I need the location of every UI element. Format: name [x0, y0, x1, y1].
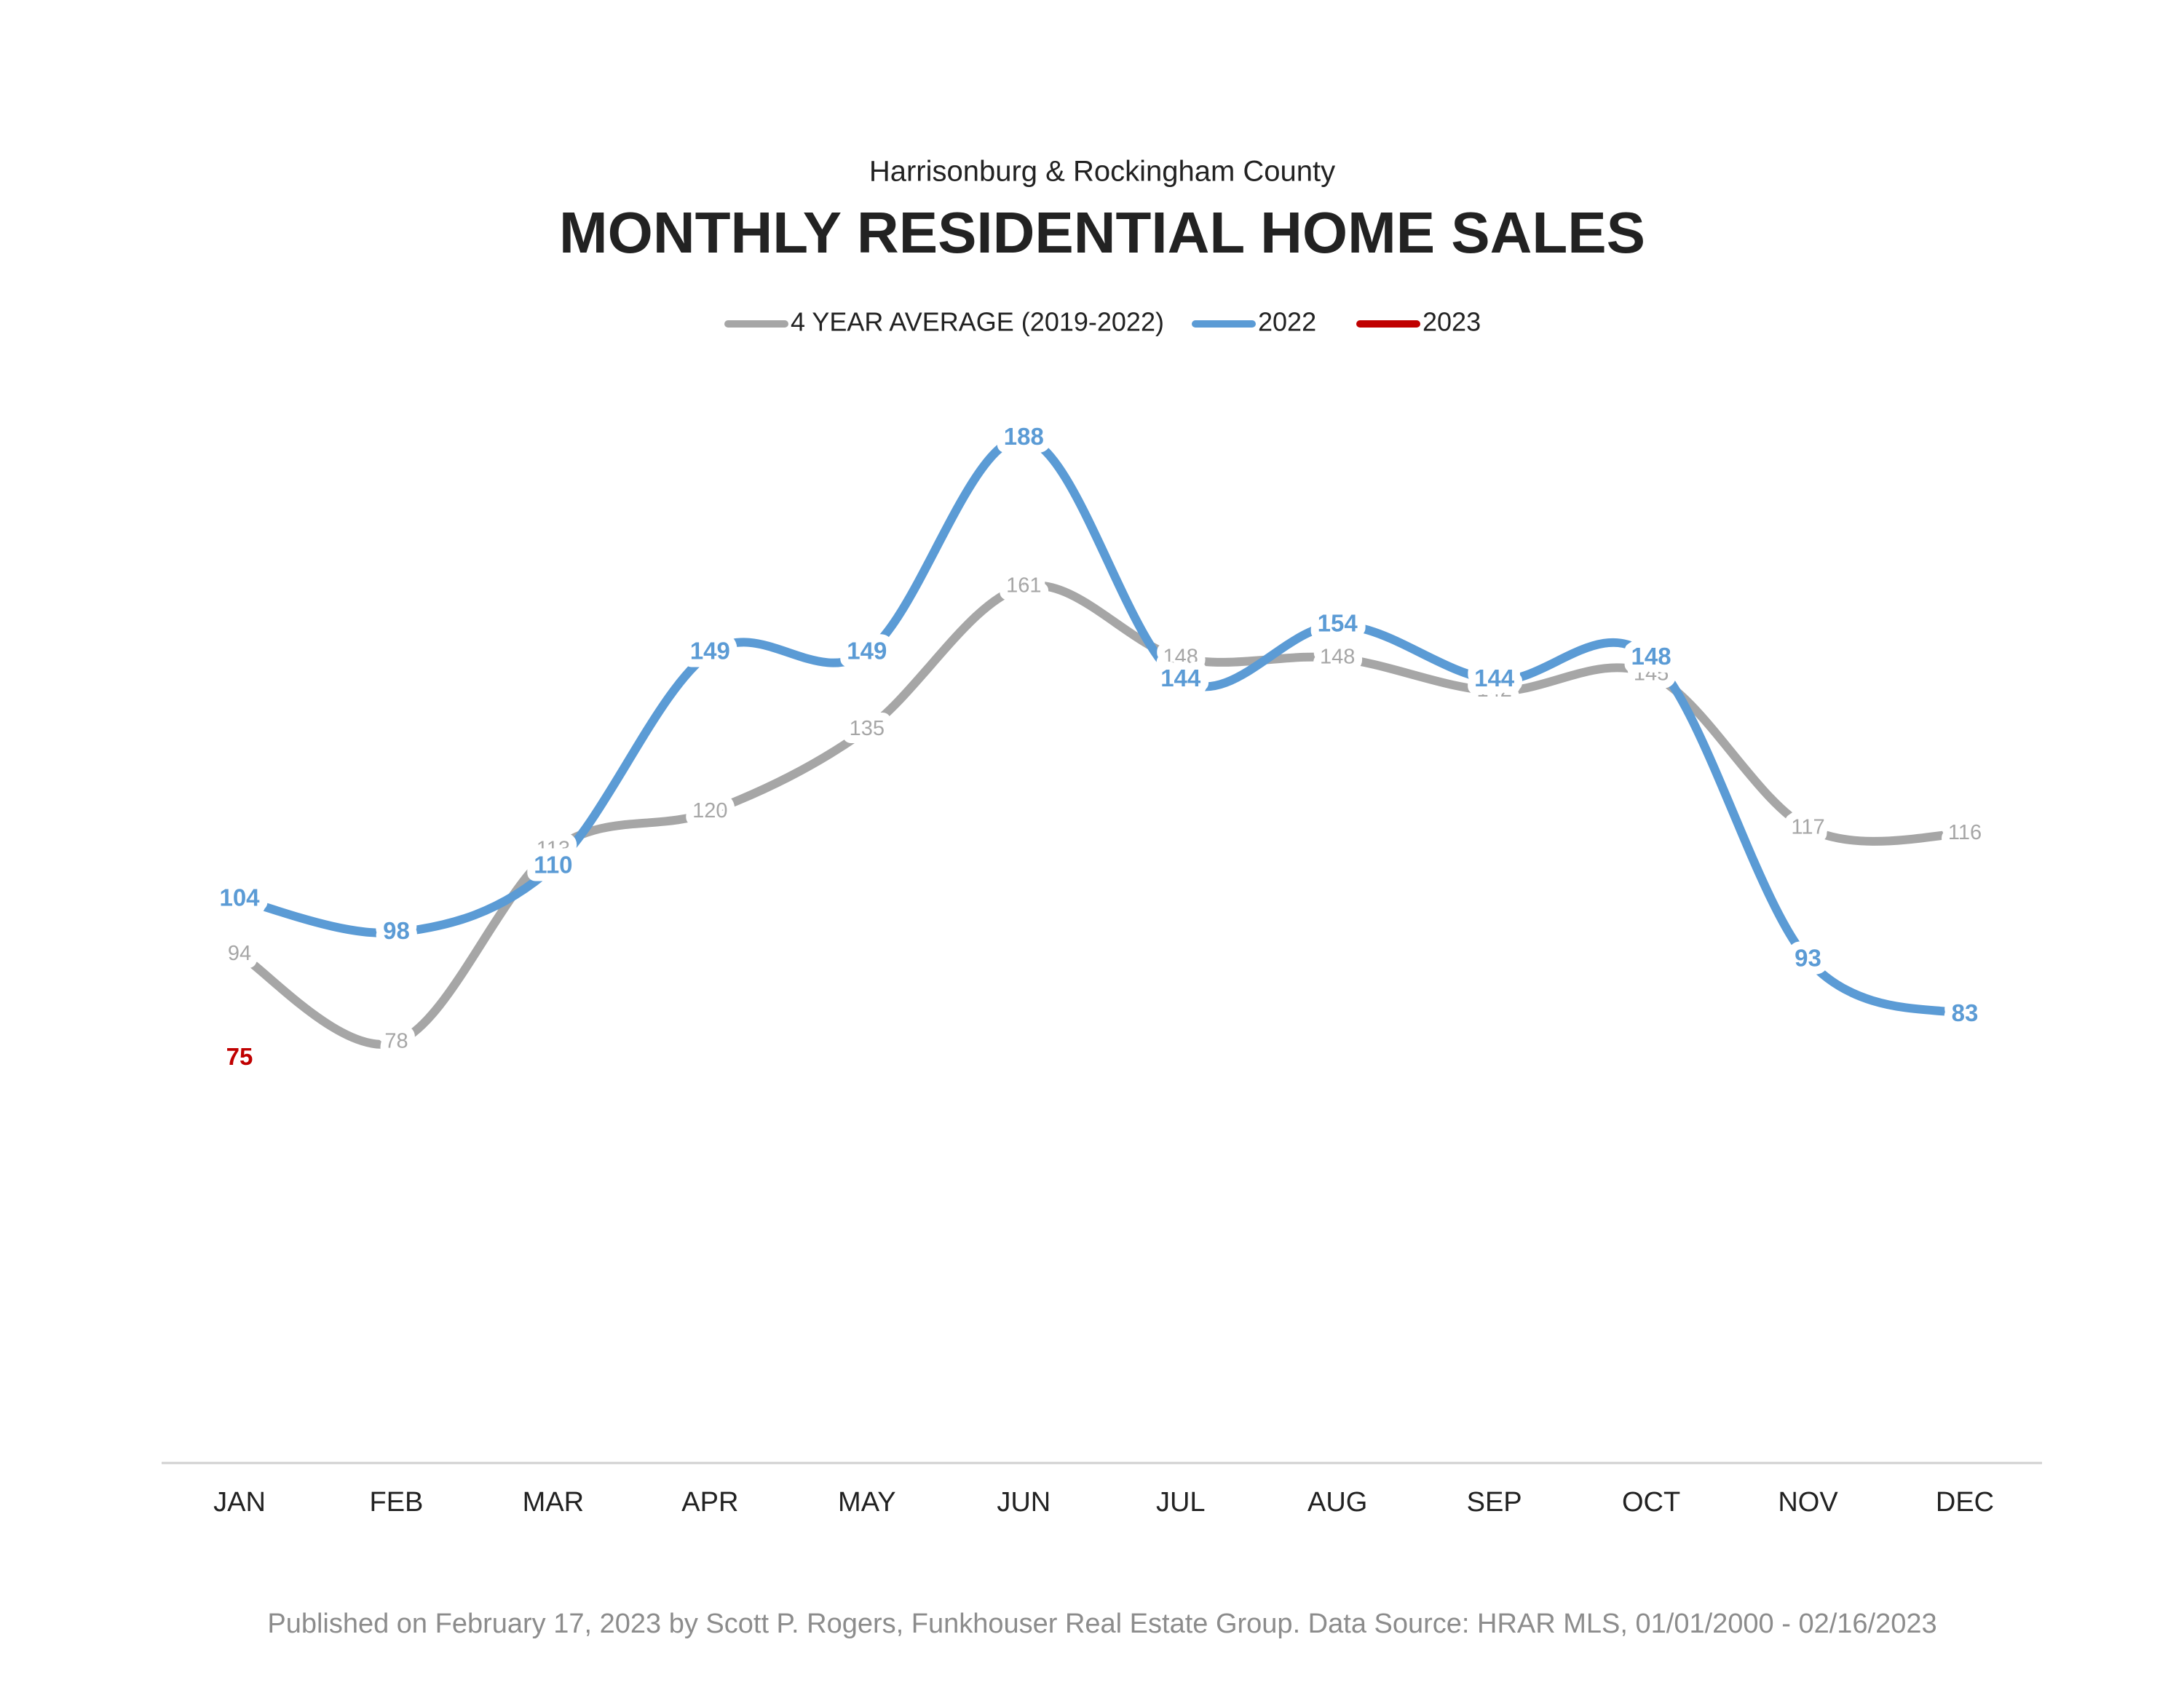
data-label: 135 — [850, 717, 885, 740]
legend-label: 4 YEAR AVERAGE (2019-2022) — [791, 307, 1164, 337]
legend-label: 2023 — [1423, 307, 1481, 337]
series-point — [235, 1054, 244, 1063]
x-tick-label: APR — [681, 1487, 738, 1518]
data-label: 83 — [1952, 999, 1979, 1026]
footnote: Published on February 17, 2023 by Scott … — [267, 1609, 1936, 1639]
data-label: 116 — [1948, 821, 1982, 844]
x-tick-label: FEB — [370, 1487, 424, 1518]
data-label: 117 — [1791, 815, 1824, 838]
data-label: 110 — [534, 851, 572, 878]
series-line — [235, 434, 1969, 1020]
x-tick-label: NOV — [1778, 1487, 1838, 1518]
data-label: 104 — [219, 884, 260, 911]
data-label: 149 — [847, 637, 887, 664]
x-tick-label: JAN — [213, 1487, 266, 1518]
x-tick-label: MAY — [838, 1487, 896, 1518]
chart-title: MONTHLY RESIDENTIAL HOME SALES — [559, 200, 1645, 265]
data-label: 75 — [226, 1043, 253, 1070]
data-label: 120 — [692, 799, 727, 822]
data-label: 93 — [1795, 944, 1821, 971]
data-label: 148 — [1320, 646, 1355, 669]
data-label: 188 — [1004, 423, 1044, 450]
data-label: 98 — [383, 917, 410, 944]
data-label: 94 — [228, 942, 251, 965]
chart-subtitle: Harrisonburg & Rockingham County — [869, 156, 1335, 188]
data-label: 154 — [1318, 610, 1358, 637]
data-label: 161 — [1006, 574, 1041, 598]
data-label: 78 — [384, 1030, 408, 1053]
x-tick-label: DEC — [1936, 1487, 1994, 1518]
data-label: 144 — [1160, 665, 1201, 691]
x-tick-label: AUG — [1307, 1487, 1367, 1518]
data-label: 144 — [1474, 665, 1515, 691]
x-tick-label: JUL — [1156, 1487, 1206, 1518]
x-tick-label: JUN — [997, 1487, 1051, 1518]
x-tick-label: SEP — [1467, 1487, 1522, 1518]
x-tick-label: MAR — [523, 1487, 584, 1518]
data-label: 148 — [1631, 643, 1671, 670]
legend-label: 2022 — [1258, 307, 1316, 337]
x-tick-label: OCT — [1622, 1487, 1680, 1518]
data-label: 149 — [690, 637, 730, 664]
